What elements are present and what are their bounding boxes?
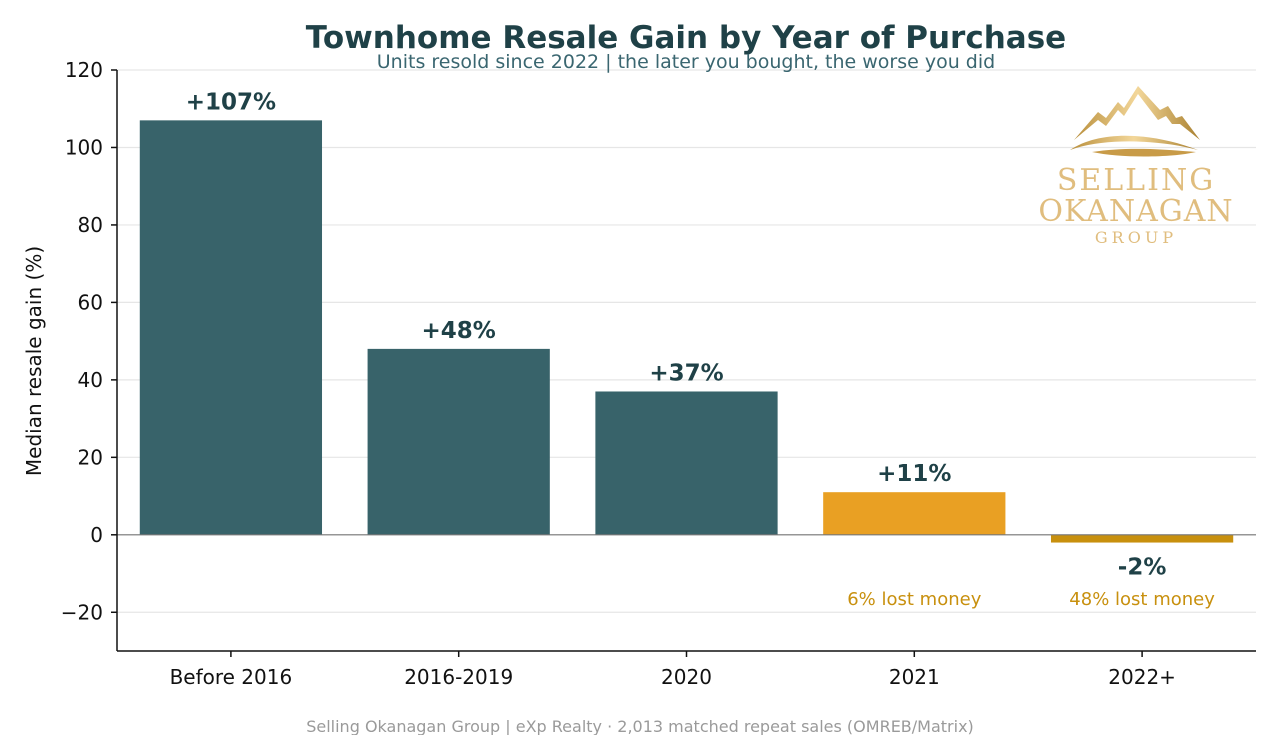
data-labels: +107% +48% +37% +11% -2% 6% lost money 48% los… xyxy=(186,89,1215,610)
x-tick-label: 2020 xyxy=(661,665,712,689)
x-tick-label: Before 2016 xyxy=(170,665,293,689)
bar-2022- xyxy=(1050,534,1234,543)
annotation-label: 48% lost money xyxy=(1069,589,1215,610)
y-tick-label: 100 xyxy=(65,135,103,159)
x-tick-label: 2021 xyxy=(889,665,940,689)
y-tick-label: 120 xyxy=(65,58,103,82)
y-tick-label: 0 xyxy=(90,523,103,547)
axes: −20 0 20 40 60 80 100 120 Before 2016 2016-2019 20… xyxy=(61,58,1256,689)
x-tick-label: 2022+ xyxy=(1108,665,1176,689)
wave-logo-accent xyxy=(1092,148,1196,157)
brand-logo: SELLING OKANAGAN GROUP xyxy=(1038,86,1233,247)
data-label: +11% xyxy=(877,461,951,487)
chart-title: Townhome Resale Gain by Year of Purchase xyxy=(306,20,1066,56)
x-tick-label: 2016-2019 xyxy=(404,665,513,689)
data-label: -2% xyxy=(1118,555,1167,581)
mountain-logo-icon xyxy=(1074,86,1200,140)
bar-2021 xyxy=(823,492,1006,535)
y-tick-label: −20 xyxy=(61,600,103,624)
logo-line-selling: SELLING xyxy=(1057,163,1215,198)
data-label: +37% xyxy=(649,360,723,386)
logo-line-group: GROUP xyxy=(1095,228,1177,247)
bar-2020 xyxy=(595,391,778,535)
logo-line-okanagan: OKANAGAN xyxy=(1038,194,1233,229)
y-tick-label: 80 xyxy=(78,213,103,237)
y-tick-label: 20 xyxy=(78,445,103,469)
bars xyxy=(139,120,1234,543)
footer-credit: Selling Okanagan Group | eXp Realty · 2,… xyxy=(306,717,974,735)
wave-logo-icon xyxy=(1070,135,1198,150)
bar-before-2016 xyxy=(139,120,323,535)
y-axis-label: Median resale gain (%) xyxy=(22,246,46,476)
y-tick-label: 40 xyxy=(78,368,103,392)
data-label: +48% xyxy=(422,318,496,344)
annotation-label: 6% lost money xyxy=(847,589,981,610)
bar-2016-2019 xyxy=(367,348,550,535)
chart-subtitle: Units resold since 2022 | the later you … xyxy=(377,51,995,73)
data-label: +107% xyxy=(186,89,276,115)
y-tick-label: 60 xyxy=(78,290,103,314)
